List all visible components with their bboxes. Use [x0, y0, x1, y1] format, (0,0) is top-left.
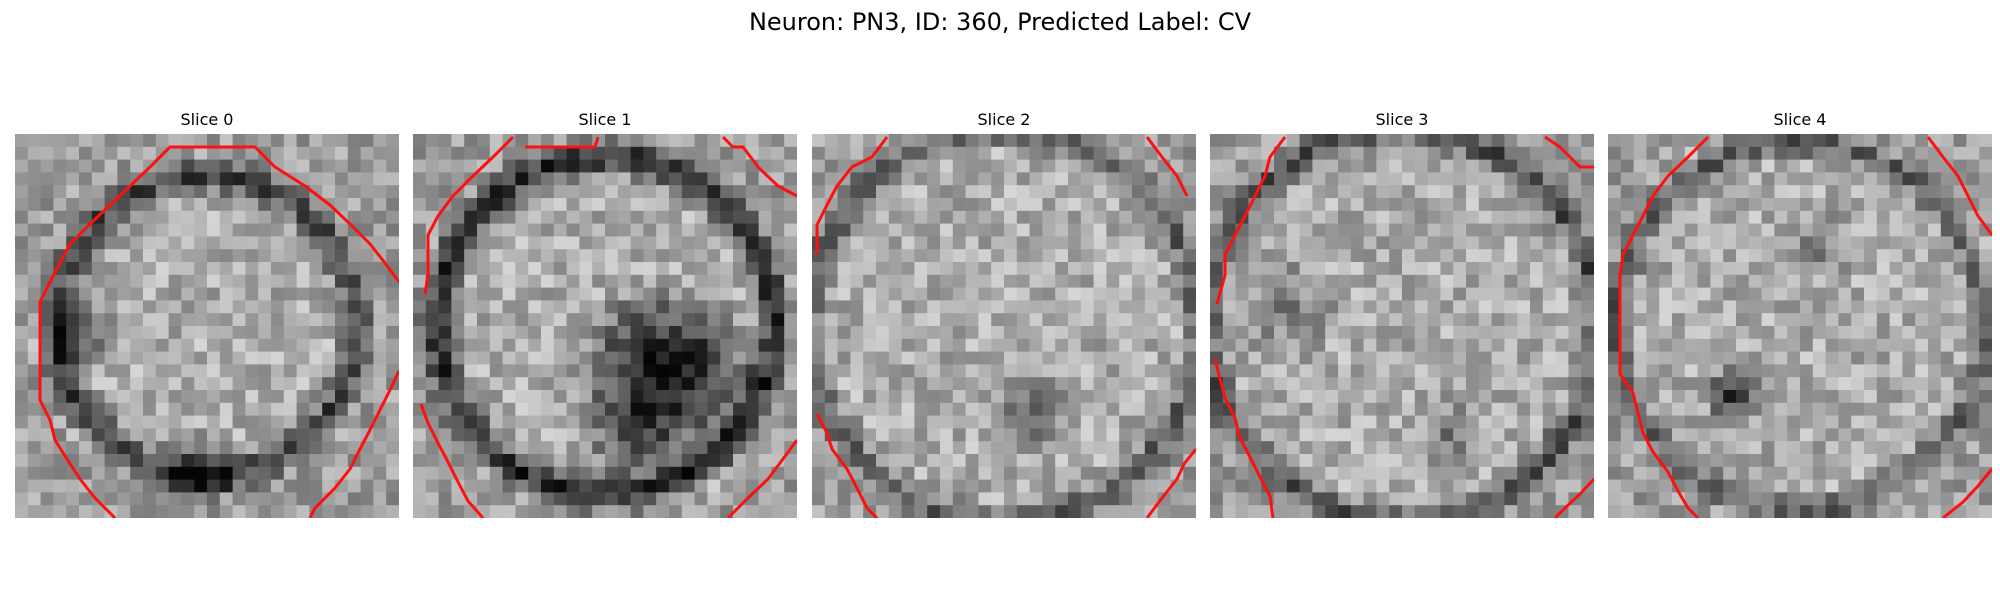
slice-title-2: Slice 2 — [977, 110, 1031, 129]
slice-image-0 — [15, 134, 399, 518]
figure-title: Neuron: PN3, ID: 360, Predicted Label: C… — [748, 8, 1252, 36]
slice-panel-1: Slice 1 — [413, 106, 797, 518]
slice-image-3 — [1210, 134, 1594, 518]
slice-title-0: Slice 0 — [180, 110, 234, 129]
slice-panel-4: Slice 4 — [1608, 106, 1992, 518]
slice-panel-2: Slice 2 — [812, 106, 1196, 518]
slice-image-1 — [413, 134, 797, 518]
slice-panel-3: Slice 3 — [1210, 106, 1594, 518]
slice-image-2 — [812, 134, 1196, 518]
slice-image-4 — [1608, 134, 1992, 518]
slice-title-1: Slice 1 — [578, 110, 632, 129]
slice-title-4: Slice 4 — [1773, 110, 1827, 129]
slice-title-3: Slice 3 — [1375, 110, 1429, 129]
slice-panel-0: Slice 0 — [15, 106, 399, 518]
